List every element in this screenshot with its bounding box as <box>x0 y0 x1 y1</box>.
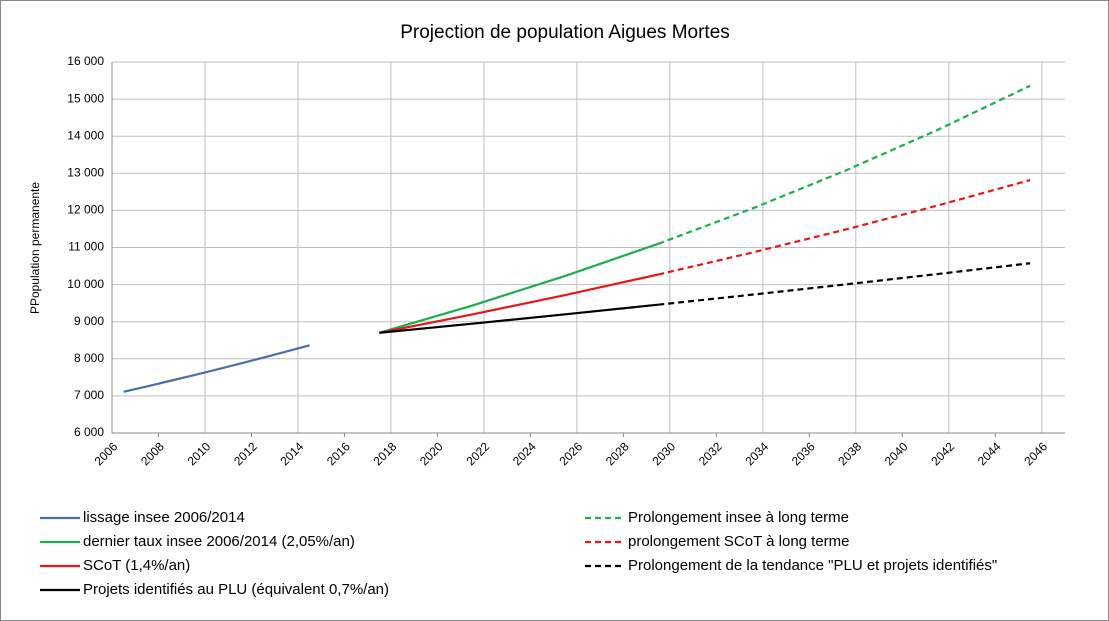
legend-label: Prolongement de la tendance "PLU et proj… <box>628 557 997 574</box>
series-line <box>657 84 1031 245</box>
y-tick-label: 6 000 <box>74 425 104 439</box>
y-tick-label: 10 000 <box>67 277 104 291</box>
series-line <box>657 178 1031 276</box>
y-tick-label: 11 000 <box>68 240 104 254</box>
y-axis-label: PPopulation permanente <box>28 182 42 314</box>
series-line <box>378 242 659 334</box>
legend-label: Projets identifiés au PLU (équivalent 0,… <box>83 581 389 598</box>
legend-label: SCoT (1,4%/an) <box>83 557 190 574</box>
legend-label: lissage insee 2006/2014 <box>83 509 245 526</box>
y-tick-label: 15 000 <box>67 91 104 105</box>
y-tick-label: 12 000 <box>67 203 104 217</box>
legend-label: Prolongement insee à long terme <box>628 509 849 526</box>
chart-title: Projection de population Aigues Mortes <box>400 22 730 43</box>
series-line <box>123 344 310 393</box>
y-tick-label: 14 000 <box>67 128 104 142</box>
y-tick-label: 9 000 <box>74 314 104 328</box>
y-tick-label: 13 000 <box>67 165 104 179</box>
y-tick-label: 7 000 <box>74 388 104 402</box>
y-tick-label: 16 000 <box>67 54 104 68</box>
y-tick-label: 8 000 <box>74 351 104 365</box>
series-line <box>379 303 659 334</box>
series-line <box>379 273 659 334</box>
legend-label: prolongement SCoT à long terme <box>628 533 850 550</box>
series-line <box>658 262 1031 306</box>
legend-label: dernier taux insee 2006/2014 (2,05%/an) <box>83 533 355 550</box>
